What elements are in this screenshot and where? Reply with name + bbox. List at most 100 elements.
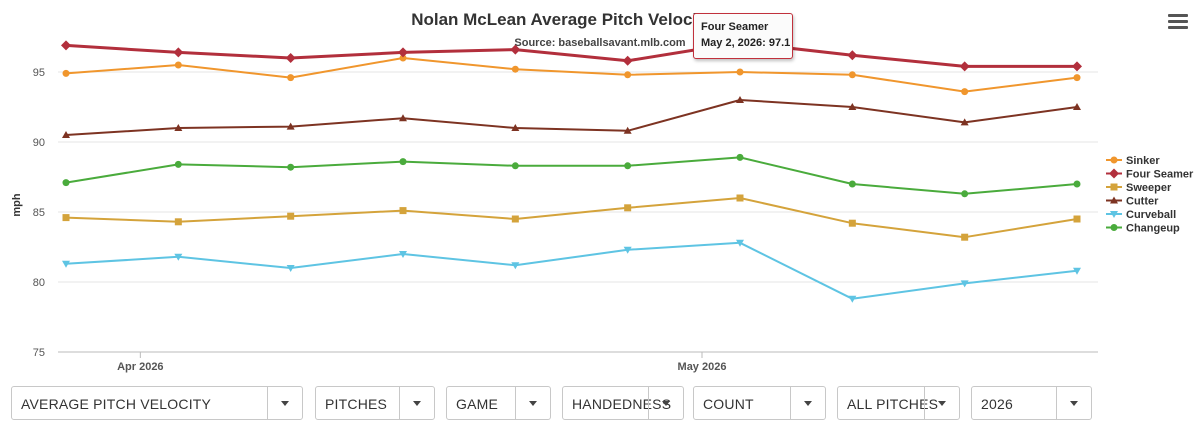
data-point[interactable] xyxy=(62,179,70,187)
data-point[interactable] xyxy=(736,239,744,247)
chevron-down-icon[interactable] xyxy=(790,387,825,419)
handedness-select[interactable]: HANDEDNESS xyxy=(562,386,684,420)
data-point[interactable] xyxy=(1073,215,1081,223)
data-point[interactable] xyxy=(624,204,632,212)
legend-item[interactable]: Four Seamer xyxy=(1106,168,1194,181)
data-point[interactable] xyxy=(623,126,632,134)
data-point[interactable] xyxy=(286,122,295,130)
data-point[interactable] xyxy=(622,55,633,66)
pitches-select[interactable]: PITCHES xyxy=(315,386,435,420)
data-point[interactable] xyxy=(287,74,295,82)
data-point[interactable] xyxy=(1073,180,1081,188)
data-point[interactable] xyxy=(62,131,70,138)
data-point[interactable] xyxy=(624,71,632,79)
series-sweeper xyxy=(62,194,1081,241)
game-select-label: GAME xyxy=(456,396,499,412)
legend-item[interactable]: Sweeper xyxy=(1106,182,1172,194)
chevron-down-icon[interactable] xyxy=(399,387,434,419)
metric-select[interactable]: AVERAGE PITCH VELOCITY xyxy=(11,386,303,420)
data-point[interactable] xyxy=(960,280,969,288)
pitch-type-select[interactable]: ALL PITCHES xyxy=(837,386,960,420)
data-point[interactable] xyxy=(399,114,407,122)
data-point[interactable] xyxy=(1073,267,1081,275)
data-point[interactable] xyxy=(848,295,857,303)
data-point[interactable] xyxy=(736,153,744,161)
series-line xyxy=(65,197,1078,239)
data-point[interactable] xyxy=(287,163,295,171)
series-changeup xyxy=(62,153,1081,198)
data-point[interactable] xyxy=(511,162,519,170)
data-point[interactable] xyxy=(736,194,744,202)
data-point[interactable] xyxy=(511,215,519,223)
data-point[interactable] xyxy=(61,40,71,51)
chevron-down-icon[interactable] xyxy=(924,387,959,419)
game-select[interactable]: GAME xyxy=(446,386,551,420)
data-point[interactable] xyxy=(174,61,182,69)
y-tick-label: 75 xyxy=(33,347,45,359)
series-cutter xyxy=(62,96,1081,138)
data-point[interactable] xyxy=(961,233,969,241)
legend-item[interactable]: Cutter xyxy=(1106,196,1159,208)
chevron-down-icon[interactable] xyxy=(515,387,550,419)
hamburger-menu-icon[interactable] xyxy=(1168,14,1188,32)
legend-label: Cutter xyxy=(1126,196,1159,208)
data-point[interactable] xyxy=(62,69,70,77)
data-point[interactable] xyxy=(62,214,70,222)
data-point[interactable] xyxy=(174,160,182,168)
data-point[interactable] xyxy=(174,218,182,226)
data-point[interactable] xyxy=(511,124,520,131)
data-point[interactable] xyxy=(848,103,857,110)
legend-item[interactable]: Curveball xyxy=(1106,209,1176,221)
legend-item[interactable]: Sinker xyxy=(1106,155,1160,167)
y-tick-label: 85 xyxy=(33,207,45,219)
chevron-down-icon[interactable] xyxy=(1056,387,1091,419)
data-point[interactable] xyxy=(848,71,856,79)
data-point[interactable] xyxy=(960,118,969,126)
data-point[interactable] xyxy=(398,47,408,58)
data-point[interactable] xyxy=(399,251,407,258)
data-point[interactable] xyxy=(1072,61,1082,72)
legend-label: Sweeper xyxy=(1126,182,1172,194)
count-select[interactable]: COUNT xyxy=(693,386,826,420)
data-point[interactable] xyxy=(624,162,632,170)
data-point[interactable] xyxy=(623,246,632,254)
series-curveball xyxy=(62,239,1081,303)
legend-item[interactable]: Changeup xyxy=(1106,223,1180,235)
data-point[interactable] xyxy=(1073,103,1081,110)
data-point[interactable] xyxy=(510,44,521,55)
season-select-label: 2026 xyxy=(981,396,1013,412)
data-point[interactable] xyxy=(174,124,183,131)
data-point[interactable] xyxy=(848,180,856,188)
data-point[interactable] xyxy=(511,262,520,270)
pitches-select-label: PITCHES xyxy=(325,396,388,412)
data-point[interactable] xyxy=(959,61,970,72)
data-point[interactable] xyxy=(286,265,295,272)
data-point[interactable] xyxy=(174,253,183,261)
data-point[interactable] xyxy=(399,207,407,215)
data-point[interactable] xyxy=(287,212,295,220)
data-point[interactable] xyxy=(399,54,407,62)
data-point[interactable] xyxy=(736,68,744,76)
chevron-down-icon[interactable] xyxy=(267,387,302,419)
data-point[interactable] xyxy=(847,50,858,61)
series-line xyxy=(65,57,1078,93)
pitch-type-select-label: ALL PITCHES xyxy=(847,396,939,412)
data-point[interactable] xyxy=(1073,74,1081,82)
season-select[interactable]: 2026 xyxy=(971,386,1092,420)
data-point[interactable] xyxy=(511,65,519,73)
y-tick-label: 95 xyxy=(33,67,45,79)
data-point[interactable] xyxy=(399,158,407,166)
legend-label: Four Seamer xyxy=(1126,169,1194,181)
data-point[interactable] xyxy=(848,219,856,227)
data-point[interactable] xyxy=(961,88,969,96)
data-point[interactable] xyxy=(173,47,184,58)
chart-subtitle: Source: baseballsavant.mlb.com xyxy=(514,37,685,49)
data-point[interactable] xyxy=(62,260,70,268)
chevron-down-icon[interactable] xyxy=(648,387,683,419)
tooltip-value: May 2, 2026: 97.1 xyxy=(701,37,791,49)
data-point[interactable] xyxy=(961,190,969,198)
metric-select-label: AVERAGE PITCH VELOCITY xyxy=(21,396,212,412)
data-point[interactable] xyxy=(736,96,744,103)
data-point[interactable] xyxy=(285,53,296,63)
